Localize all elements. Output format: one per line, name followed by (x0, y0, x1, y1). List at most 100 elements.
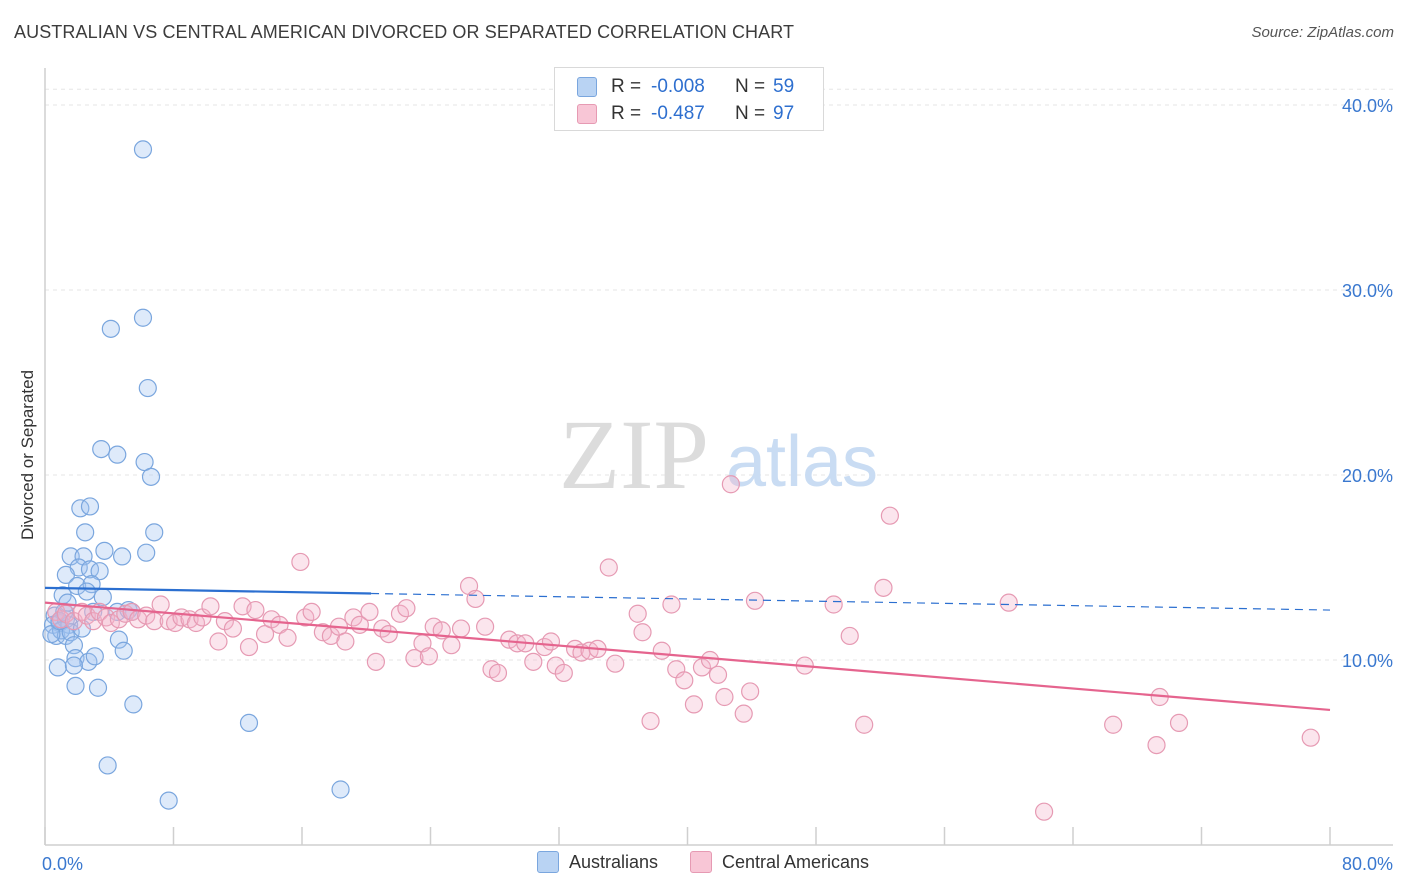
source-label: Source: ZipAtlas.com (1251, 24, 1394, 41)
data-point (101, 319, 120, 338)
data-point (734, 704, 753, 723)
stats-swatch-australians (577, 77, 597, 97)
data-point (721, 475, 740, 494)
data-point (133, 140, 153, 159)
legend-item-central-americans[interactable]: Central Americans (689, 851, 870, 873)
trend-line-solid (44, 601, 1331, 712)
data-point (48, 658, 67, 677)
legend-swatch-australians (536, 851, 559, 873)
n-value: 59 (773, 76, 795, 97)
data-points (42, 140, 1320, 821)
n-value: 97 (773, 103, 795, 124)
data-point (999, 593, 1018, 612)
x-tick-label-max: 80.0% (1342, 854, 1393, 874)
data-point (201, 597, 220, 616)
data-point (291, 552, 310, 572)
data-point (239, 637, 259, 657)
data-point (331, 780, 350, 799)
chart-title: AUSTRALIAN VS CENTRAL AMERICAN DIVORCED … (14, 22, 795, 42)
data-point (92, 440, 111, 459)
data-point (652, 641, 671, 660)
data-point (641, 711, 660, 731)
data-point (133, 308, 153, 327)
trend-line-solid (44, 586, 372, 595)
r-label: R = (611, 76, 642, 97)
data-point (476, 617, 495, 636)
trend-line-dashed (371, 592, 1331, 611)
legend-label-central-americans: Central Americans (721, 851, 870, 872)
data-point (442, 636, 461, 655)
data-point (360, 602, 379, 622)
data-point (541, 632, 561, 651)
watermark-zip: ZIP (559, 399, 709, 510)
data-point (1147, 735, 1166, 755)
data-point (633, 623, 652, 642)
data-point (66, 676, 85, 696)
r-label: R = (611, 103, 642, 124)
data-point (42, 624, 61, 644)
data-point (209, 632, 228, 651)
data-point (114, 641, 133, 660)
data-point (880, 506, 899, 525)
stats-row-central-americans: R = -0.487 N = 97 (577, 101, 794, 127)
data-point (93, 587, 112, 607)
data-point (159, 791, 178, 810)
data-point (90, 562, 109, 581)
data-point (64, 656, 84, 675)
axes (44, 68, 1393, 846)
data-point (336, 632, 355, 651)
data-point (379, 624, 398, 644)
data-point (239, 713, 259, 733)
r-value: -0.008 (651, 76, 705, 97)
data-point (1034, 802, 1054, 821)
data-point (141, 467, 161, 486)
tick-labels: 10.0% 20.0% 30.0% 40.0% 0.0% 80.0% (42, 96, 1393, 874)
data-point (112, 547, 132, 566)
watermark: ZIP atlas (559, 399, 878, 510)
data-point (419, 647, 438, 666)
data-point (88, 678, 108, 697)
y-tick-label: 30.0% (1342, 281, 1393, 301)
data-point (741, 682, 760, 701)
data-point (122, 602, 141, 622)
data-point (708, 665, 728, 684)
data-point (855, 715, 874, 734)
data-point (405, 649, 424, 668)
data-point (56, 565, 75, 585)
data-point (302, 602, 321, 622)
data-point (278, 628, 297, 647)
data-point (824, 595, 843, 614)
grid (45, 88, 1393, 661)
data-point (554, 663, 573, 683)
data-point (366, 652, 385, 671)
stats-swatch-central-americans (577, 104, 597, 124)
stats-row-australians: R = -0.008 N = 59 (577, 74, 794, 100)
n-label: N = (735, 76, 766, 97)
n-label: N = (735, 103, 766, 124)
data-point (124, 695, 143, 714)
data-point (108, 445, 127, 464)
data-point (524, 652, 543, 671)
data-point (488, 663, 508, 683)
bottom-legend: Australians Central Americans (0, 851, 1406, 873)
data-point (599, 558, 618, 577)
legend-item-australians[interactable]: Australians (536, 851, 658, 873)
data-point (344, 608, 363, 627)
data-point (1169, 713, 1189, 733)
data-point (1301, 728, 1320, 747)
r-value: -0.487 (651, 103, 705, 124)
data-point (77, 582, 96, 601)
data-point (451, 619, 471, 638)
data-point (138, 378, 157, 398)
legend-label-australians: Australians (568, 851, 658, 872)
data-point (98, 756, 117, 775)
data-point (68, 576, 87, 596)
data-point (675, 671, 694, 690)
data-point (628, 604, 647, 623)
y-tick-label: 40.0% (1342, 96, 1393, 116)
watermark-atlas: atlas (726, 422, 878, 502)
data-point (874, 578, 893, 597)
data-point (662, 595, 681, 614)
data-point (145, 523, 164, 542)
